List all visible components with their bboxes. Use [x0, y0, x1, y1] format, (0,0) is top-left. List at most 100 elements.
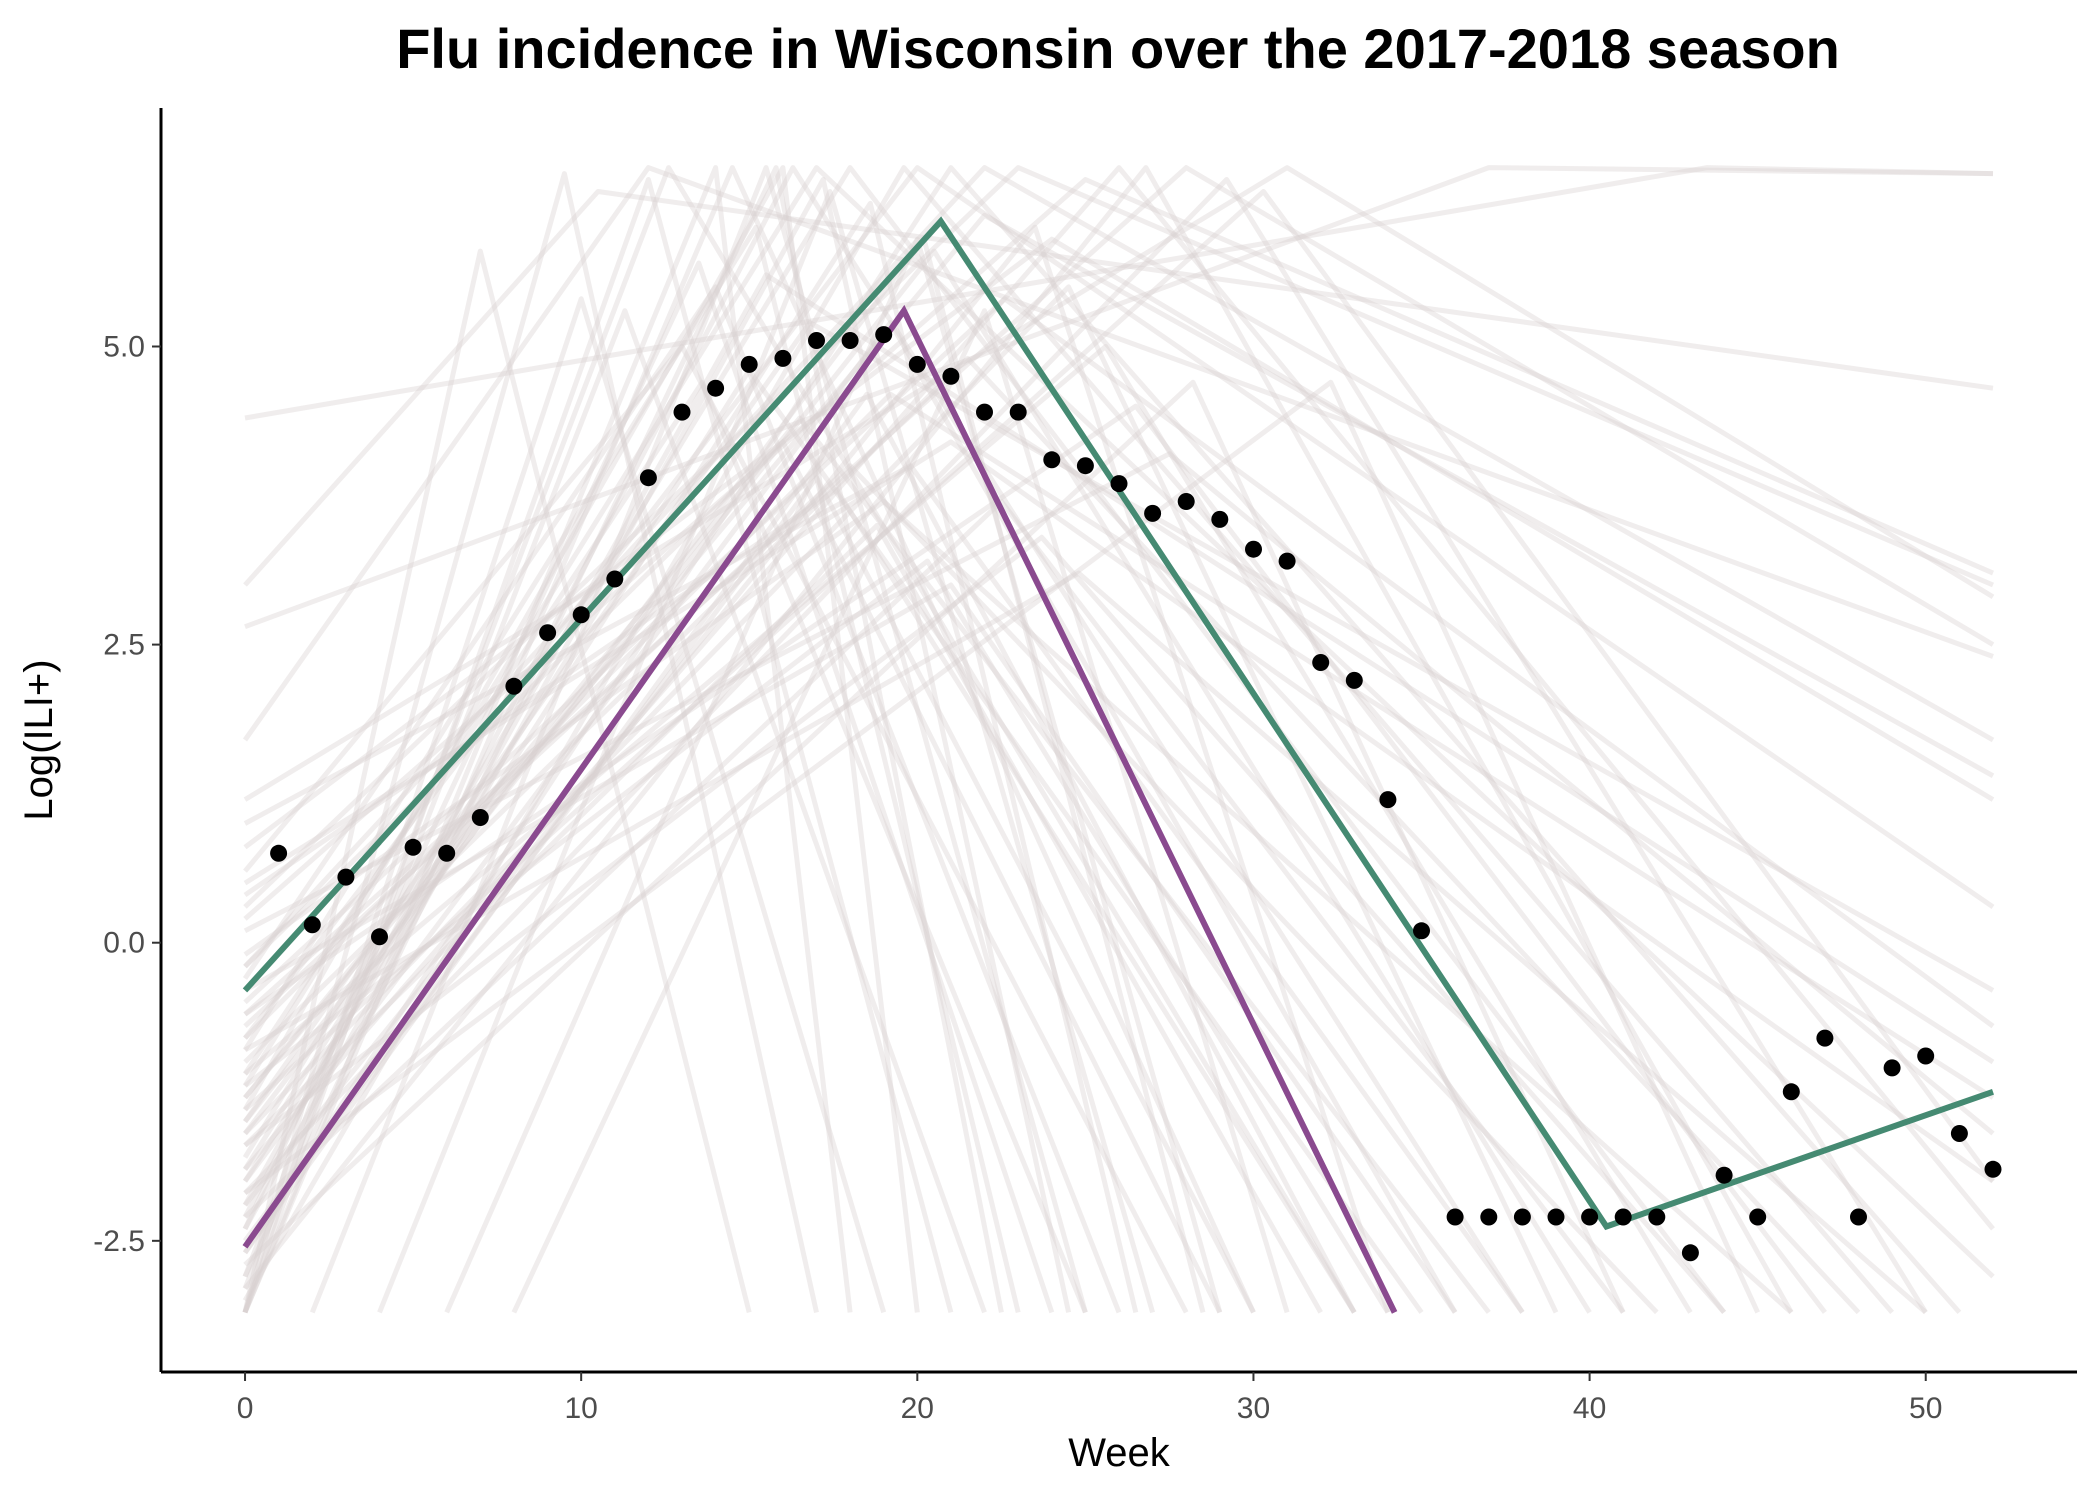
x-tick-label: 10 [564, 1392, 597, 1425]
y-ticks-group: -2.5 0.0 2.5 5.0 [93, 330, 161, 1258]
observed-point [572, 606, 590, 624]
y-tick-label: 5.0 [103, 330, 145, 363]
observed-point [337, 868, 355, 886]
background-curve-25 [242, 248, 752, 1314]
observed-point [1076, 457, 1094, 475]
observed-point [1009, 403, 1027, 421]
y-tick-label: 2.5 [103, 629, 145, 662]
observed-point [1917, 1047, 1935, 1065]
background-curve-3 [242, 165, 1357, 1314]
observed-point [1950, 1125, 1968, 1142]
background-curve-55 [242, 320, 1995, 1124]
background-curve-5 [242, 165, 1727, 1314]
background-curve-39 [243, 379, 1760, 1314]
background-curve-54 [242, 272, 1995, 1207]
observed-point [1648, 1208, 1666, 1226]
purple-series-line [242, 304, 1398, 1314]
x-tick-label: 0 [237, 1392, 254, 1425]
background-curve-71 [243, 165, 1794, 1314]
chart-title: Flu incidence in Wisconsin over the 2017… [396, 17, 1840, 80]
observed-point [303, 916, 321, 934]
observed-point [1379, 791, 1397, 809]
y-axis-label: Log(ILI+) [17, 659, 61, 820]
x-ticks-group: 0 10 20 30 40 50 [237, 1372, 1942, 1425]
observed-point [1513, 1208, 1531, 1226]
observed-point [1345, 671, 1363, 689]
background-curve-8 [243, 165, 1995, 969]
background-curve-49 [242, 165, 1962, 1315]
observed-point [539, 624, 557, 642]
observed-point [606, 570, 624, 588]
observed-point [808, 332, 825, 349]
background-curve-30 [243, 463, 1659, 1315]
background-curve-58 [242, 165, 853, 1314]
observed-point [404, 838, 422, 856]
observed-point [673, 403, 691, 421]
observed-points-group [270, 326, 2002, 1262]
observed-point [1581, 1208, 1599, 1226]
background-curve-52 [243, 165, 1995, 1017]
background-curve-60 [242, 177, 1072, 1313]
background-curve-33 [243, 224, 1391, 1314]
observed-point [505, 677, 523, 695]
observed-point [841, 332, 859, 349]
background-curve-43 [243, 344, 1189, 1314]
x-tick-label: 50 [1909, 1392, 1942, 1425]
background-curve-22 [377, 189, 1156, 1314]
background-curve-73 [243, 189, 1996, 1183]
y-tick-label: -2.5 [93, 1225, 145, 1258]
background-curve-32 [243, 439, 1995, 1184]
background-curve-27 [242, 260, 1055, 1314]
observed-point [1312, 654, 1330, 671]
background-curve-12 [243, 189, 1994, 587]
background-curve-56 [243, 391, 1995, 1100]
background-curve-63 [242, 296, 887, 1314]
background-curve-44 [242, 475, 1256, 1314]
observed-point [1850, 1208, 1867, 1226]
background-curve-14 [242, 165, 1994, 742]
background-curves-group [242, 165, 1996, 1315]
background-curve-42 [242, 284, 1122, 1314]
background-curve-72 [243, 177, 1928, 1314]
observed-point [471, 809, 489, 826]
background-curve-21 [309, 165, 1088, 1314]
background-curve-70 [243, 570, 1928, 1315]
background-curve-45 [243, 522, 1323, 1314]
observed-point [270, 844, 288, 862]
background-curve-37 [243, 451, 1995, 1136]
background-curve-16 [243, 320, 1458, 1314]
background-curve-35 [243, 344, 1693, 1314]
background-curve-2 [242, 165, 1256, 1314]
observed-point [438, 844, 456, 862]
x-tick-label: 40 [1573, 1392, 1606, 1425]
observed-point [740, 355, 758, 373]
observed-point [1245, 540, 1262, 558]
observed-point [1883, 1059, 1901, 1077]
background-curve-41 [242, 224, 1021, 1313]
background-curve-29 [243, 415, 1491, 1314]
background-curve-64 [242, 379, 1088, 1314]
observed-point [1681, 1244, 1699, 1262]
background-curve-24 [511, 308, 1290, 1314]
observed-point [1413, 922, 1430, 940]
background-curve-66 [243, 487, 1357, 1314]
observed-point [1110, 475, 1128, 493]
background-curve-48 [242, 165, 1894, 1315]
observed-point [1177, 493, 1195, 510]
background-curve-7 [243, 165, 1995, 1040]
observed-point [875, 326, 893, 344]
observed-point [1547, 1208, 1565, 1226]
background-curve-68 [243, 499, 1626, 1314]
observed-point [1984, 1160, 2002, 1178]
y-tick-label: 0.0 [103, 927, 145, 960]
background-curve-59 [242, 165, 1004, 1313]
observed-point [1480, 1208, 1498, 1226]
observed-point [774, 349, 792, 367]
observed-point [908, 355, 926, 373]
background-curve-38 [243, 379, 1626, 1314]
observed-point [1144, 504, 1162, 522]
background-curve-13 [244, 165, 1994, 421]
background-curve-53 [243, 177, 1994, 921]
background-curve-20 [243, 236, 1995, 850]
